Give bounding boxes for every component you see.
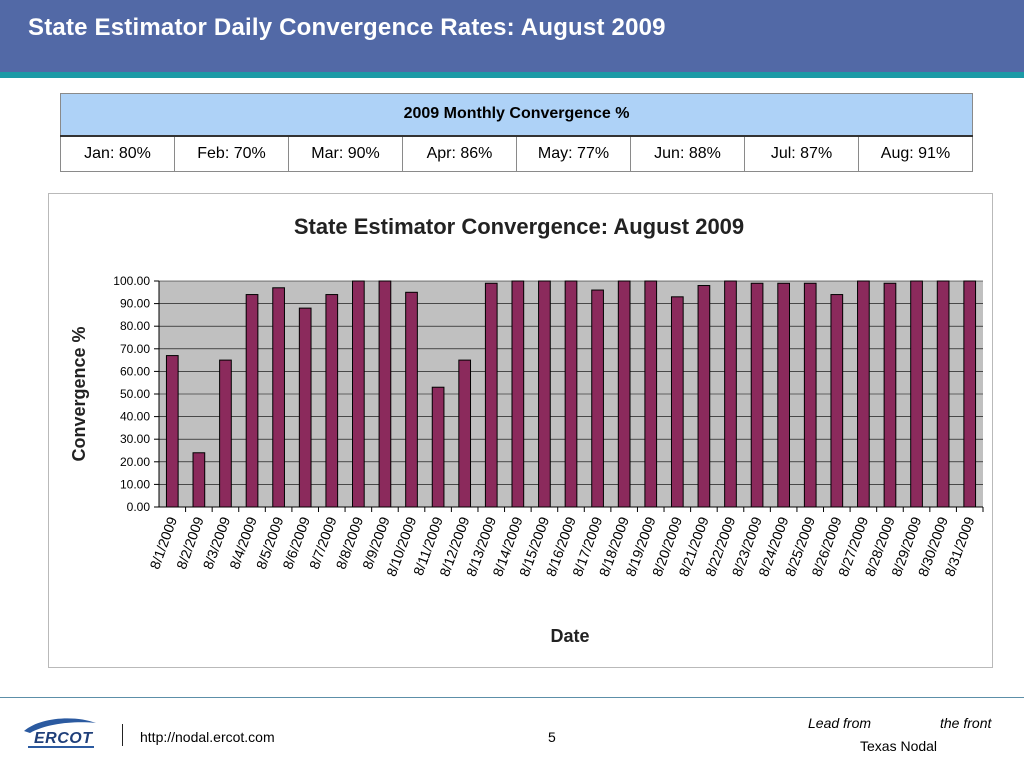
x-axis-label: Date [550,626,589,646]
bar [192,452,206,508]
bar [352,280,365,508]
bar [830,294,844,508]
footer-url-link[interactable]: http://nodal.ercot.com [140,729,275,745]
table-cell-jan: Jan: 80% [60,135,175,172]
bar [857,280,870,508]
bar [724,280,737,508]
y-tick-label: 60.00 [120,364,150,378]
convergence-chart: State Estimator Convergence: August 2009… [69,214,984,646]
table-cell-mar: Mar: 90% [288,135,403,172]
table-cell-apr: Apr: 86% [402,135,517,172]
ercot-logo-icon [24,718,96,748]
monthly-convergence-table: 2009 Monthly Convergence % Jan: 80% Feb:… [60,93,973,172]
page-title: State Estimator Daily Convergence Rates:… [28,14,666,41]
bar [644,280,658,508]
bar [325,294,339,508]
footer-separator [122,724,123,746]
y-tick-label: 50.00 [120,387,150,401]
table-row: Jan: 80% Feb: 70% Mar: 90% Apr: 86% May:… [60,135,973,172]
bar [670,296,684,508]
y-tick-label: 70.00 [120,342,150,356]
bar [378,280,392,508]
y-tick-label: 30.00 [120,432,150,446]
bar [165,355,179,508]
table-cell-may: May: 77% [516,135,631,172]
y-tick-label: 90.00 [120,297,150,311]
bar [405,291,418,508]
bar [245,294,259,508]
bar [591,289,604,508]
bar [538,280,551,508]
logo-text: ERCOT [34,730,93,747]
y-axis-label: Convergence % [69,326,89,461]
y-tick-label: 10.00 [120,477,150,491]
chart-title: State Estimator Convergence: August 2009 [294,214,744,239]
page-number: 5 [548,729,556,745]
y-tick-label: 20.00 [120,455,150,469]
bar [803,282,817,508]
footer-org: Texas Nodal [860,738,938,754]
header-accent-line [0,72,1024,78]
bar [511,280,525,508]
chart-frame: State Estimator Convergence: August 2009… [48,193,993,668]
footer-tagline-front: the front [940,715,992,731]
bar [272,287,285,508]
bar [777,282,790,508]
table-cell-jun: Jun: 88% [630,135,745,172]
plot-area: 0.00 10.00 20.00 30.00 40.00 50.00 60.00 70.00 8… [113,274,984,579]
footer-tagline-lead: Lead from [808,715,872,731]
bar [883,282,897,508]
bar [750,282,764,508]
bar [484,282,498,508]
table-cell-jul: Jul: 87% [744,135,859,172]
footer-divider [0,697,1024,698]
bar [458,359,472,508]
bar [564,280,578,508]
header-band: State Estimator Daily Convergence Rates:… [0,0,1024,72]
y-tick-label: 80.00 [120,319,150,333]
table-cell-feb: Feb: 70% [174,135,289,172]
table-header: 2009 Monthly Convergence % [60,93,973,137]
y-tick-label: 40.00 [120,410,150,424]
bar [697,285,711,508]
bar [431,386,445,508]
y-tick-label: 100.00 [113,274,150,288]
bar [936,280,950,508]
y-tick-label: 0.00 [127,500,151,514]
table-cell-aug: Aug: 91% [858,135,973,172]
bar [910,280,923,508]
bar [219,359,232,508]
bar [298,307,312,508]
bar [617,280,631,508]
bar [963,280,977,508]
